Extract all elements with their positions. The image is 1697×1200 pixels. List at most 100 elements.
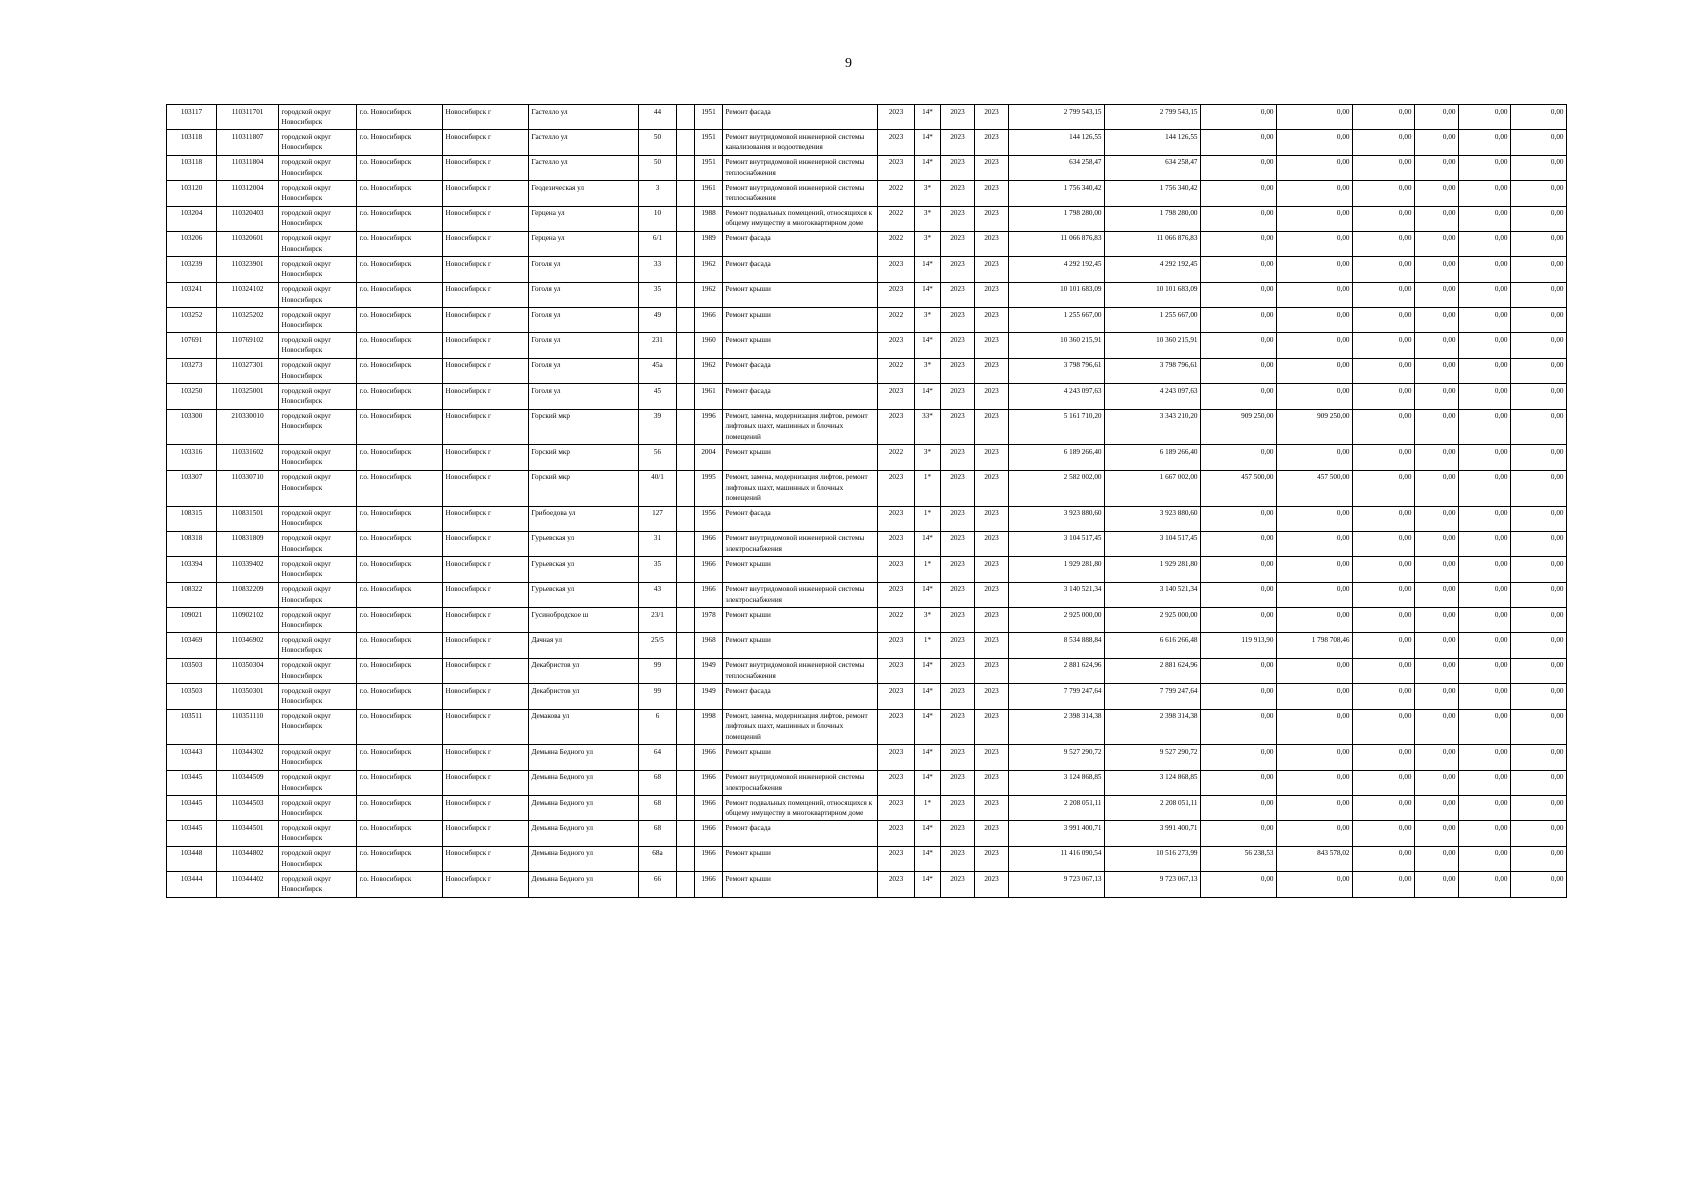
cell-house: 68 xyxy=(638,820,677,847)
cell-city: Новосибирск г xyxy=(442,180,529,207)
cell-year: 1988 xyxy=(694,205,723,232)
registry-table-body: 103117 110311701 городской округ Новосибир… xyxy=(166,103,1567,898)
cell-y1: 2023 xyxy=(877,256,915,283)
cell-period: 14* xyxy=(914,744,941,771)
cell-code: 210330010 xyxy=(216,408,279,446)
cell-city: Новосибирск г xyxy=(442,581,529,609)
cell-street: Гастелло ул xyxy=(528,103,639,131)
cell-period: 3* xyxy=(914,444,941,471)
cell-period: 14* xyxy=(914,845,941,873)
cell-y3: 2023 xyxy=(974,281,1009,309)
cell-house: 45а xyxy=(638,357,677,385)
cell-m2: 0,00 xyxy=(1276,744,1353,771)
cell-work: Ремонт, замена, модернизация лифтов, рем… xyxy=(722,408,878,446)
cell-year: 1966 xyxy=(694,530,723,558)
cell-y3: 2023 xyxy=(974,256,1009,283)
cell-house: 39 xyxy=(638,408,677,446)
cell-house: 99 xyxy=(638,683,677,710)
cell-year: 1956 xyxy=(694,505,723,532)
cell-okrug: городской округ Новосибирск xyxy=(278,708,357,746)
cell-street: Демьяна Бедного ул xyxy=(528,871,639,898)
cell-code: 110327301 xyxy=(216,357,279,385)
cell-m2: 0,00 xyxy=(1276,581,1353,609)
cell-go: г.о. Новосибирск xyxy=(356,606,443,634)
cell-city: Новосибирск г xyxy=(442,708,529,746)
cell-m1: 0,00 xyxy=(1200,657,1277,685)
cell-m3: 0,00 xyxy=(1352,795,1415,822)
cell-id: 103316 xyxy=(166,444,217,471)
cell-y2: 2023 xyxy=(940,871,975,898)
cell-year: 1949 xyxy=(694,683,723,710)
cell-city: Новосибирск г xyxy=(442,154,529,182)
cell-sum2: 3 104 517,45 xyxy=(1104,530,1201,558)
cell-m2: 0,00 xyxy=(1276,103,1353,131)
cell-sum1: 1 798 280,00 xyxy=(1008,205,1105,232)
cell-blank xyxy=(676,871,695,898)
cell-sum2: 6 189 266,40 xyxy=(1104,444,1201,471)
cell-city: Новосибирск г xyxy=(442,795,529,822)
cell-m2: 0,00 xyxy=(1276,708,1353,746)
cell-okrug: городской округ Новосибирск xyxy=(278,180,357,207)
cell-m4: 0,00 xyxy=(1414,256,1459,283)
cell-work: Ремонт внутридомовой инженерной системы … xyxy=(722,180,878,207)
cell-blank xyxy=(676,281,695,309)
cell-house: 49 xyxy=(638,306,677,334)
cell-m1: 909 250,00 xyxy=(1200,408,1277,446)
table-row: 103239 110323901 городской округ Новосибир… xyxy=(166,256,1567,283)
cell-house: 23/1 xyxy=(638,606,677,634)
cell-id: 103250 xyxy=(166,383,217,410)
cell-m5: 0,00 xyxy=(1458,357,1511,385)
cell-blank xyxy=(676,845,695,873)
cell-period: 1* xyxy=(914,556,941,583)
cell-m3: 0,00 xyxy=(1352,408,1415,446)
cell-work: Ремонт крыши xyxy=(722,845,878,873)
cell-m1: 0,00 xyxy=(1200,256,1277,283)
cell-blank xyxy=(676,306,695,334)
cell-m6: 0,00 xyxy=(1510,408,1567,446)
cell-code: 110350304 xyxy=(216,657,279,685)
cell-y1: 2023 xyxy=(877,154,915,182)
cell-street: Горский мкр xyxy=(528,444,639,471)
cell-m1: 0,00 xyxy=(1200,332,1277,359)
cell-y3: 2023 xyxy=(974,180,1009,207)
cell-street: Гастелло ул xyxy=(528,154,639,182)
cell-work: Ремонт внутридомовой инженерной системы … xyxy=(722,581,878,609)
cell-house: 6/1 xyxy=(638,230,677,258)
cell-y3: 2023 xyxy=(974,657,1009,685)
cell-m2: 0,00 xyxy=(1276,357,1353,385)
cell-blank xyxy=(676,795,695,822)
table-row: 103204 110320403 городской округ Новосибир… xyxy=(166,205,1567,232)
cell-street: Гурьевская ул xyxy=(528,581,639,609)
cell-m4: 0,00 xyxy=(1414,383,1459,410)
cell-sum1: 3 124 868,85 xyxy=(1008,769,1105,797)
cell-id: 103118 xyxy=(166,154,217,182)
cell-y3: 2023 xyxy=(974,505,1009,532)
cell-sum2: 10 101 683,09 xyxy=(1104,281,1201,309)
cell-m5: 0,00 xyxy=(1458,103,1511,131)
cell-sum2: 11 066 876,83 xyxy=(1104,230,1201,258)
cell-m4: 0,00 xyxy=(1414,103,1459,131)
cell-m2: 457 500,00 xyxy=(1276,469,1353,507)
cell-city: Новосибирск г xyxy=(442,606,529,634)
cell-okrug: городской округ Новосибирск xyxy=(278,845,357,873)
cell-m6: 0,00 xyxy=(1510,795,1567,822)
cell-okrug: городской округ Новосибирск xyxy=(278,469,357,507)
cell-y3: 2023 xyxy=(974,205,1009,232)
cell-sum2: 3 991 400,71 xyxy=(1104,820,1201,847)
cell-period: 14* xyxy=(914,332,941,359)
cell-m4: 0,00 xyxy=(1414,469,1459,507)
cell-sum1: 3 104 517,45 xyxy=(1008,530,1105,558)
cell-code: 110320403 xyxy=(216,205,279,232)
cell-m6: 0,00 xyxy=(1510,744,1567,771)
cell-sum1: 634 258,47 xyxy=(1008,154,1105,182)
cell-m6: 0,00 xyxy=(1510,606,1567,634)
cell-m6: 0,00 xyxy=(1510,281,1567,309)
cell-year: 1962 xyxy=(694,256,723,283)
cell-m1: 457 500,00 xyxy=(1200,469,1277,507)
cell-m6: 0,00 xyxy=(1510,708,1567,746)
cell-work: Ремонт фасада xyxy=(722,357,878,385)
cell-street: Демьяна Бедного ул xyxy=(528,795,639,822)
cell-okrug: городской округ Новосибирск xyxy=(278,505,357,532)
cell-city: Новосибирск г xyxy=(442,357,529,385)
cell-m2: 909 250,00 xyxy=(1276,408,1353,446)
